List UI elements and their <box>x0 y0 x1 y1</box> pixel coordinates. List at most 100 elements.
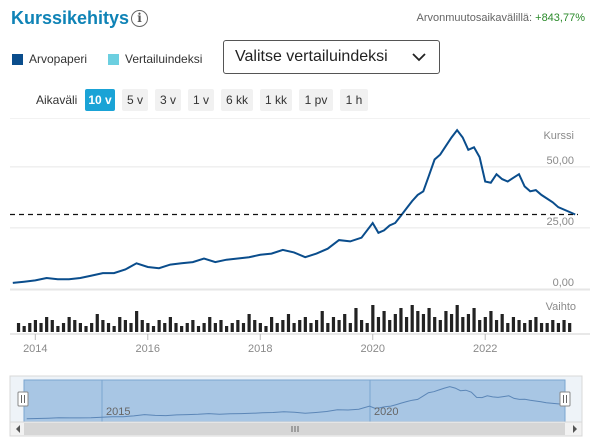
x-tick-label: 2022 <box>473 343 497 355</box>
volume-bar <box>562 320 566 332</box>
volume-bar <box>151 326 156 332</box>
volume-bar <box>191 320 195 332</box>
volume-bar <box>393 314 397 332</box>
volume-bar <box>118 317 122 332</box>
navigator-label: 2020 <box>374 406 398 418</box>
volume-bar <box>483 317 487 332</box>
price-chart: Kurssi Vaihto 0,00 25,00 50,00 2014 2016 2018 20… <box>9 118 590 437</box>
volume-bar <box>545 323 549 332</box>
volume-bar <box>50 320 54 332</box>
volume-bar <box>556 323 561 332</box>
volume-bar <box>523 323 527 332</box>
volume-bar <box>258 323 262 332</box>
volume-bar <box>292 323 296 332</box>
x-tick-label: 2014 <box>23 343 47 355</box>
benchmark-select-value: Valitse vertailuindeksi <box>235 48 388 65</box>
range-option[interactable]: 5 v <box>122 89 148 111</box>
volume-bar <box>196 326 201 332</box>
volume-bar <box>168 317 172 332</box>
volume-bar <box>230 323 234 332</box>
volume-bar <box>461 317 465 332</box>
volume-bar <box>472 308 476 332</box>
legend-label: Arvopaperi <box>29 52 88 66</box>
volume-bar <box>365 323 369 332</box>
volume-bar <box>16 323 21 332</box>
volume-bar <box>180 326 184 332</box>
volume-bar <box>275 323 279 332</box>
range-option[interactable]: 6 kk <box>221 89 253 111</box>
range-option[interactable]: 3 v <box>155 89 181 111</box>
value-change-label: Arvonmuutosaikavälillä: <box>416 12 533 24</box>
volume-bar <box>348 323 352 332</box>
navigator-label: 2015 <box>106 406 130 418</box>
price-axis-title: Kurssi <box>543 130 574 142</box>
volume-bar <box>534 317 538 332</box>
benchmark-select[interactable]: Valitse vertailuindeksi <box>223 40 440 74</box>
volume-bar <box>208 317 212 332</box>
volume-bar <box>202 323 206 332</box>
x-tick-label: 2016 <box>136 343 160 355</box>
volume-bar <box>354 308 358 332</box>
x-tick-label: 2020 <box>360 343 384 355</box>
navigator-handle-right[interactable] <box>559 391 571 407</box>
volume-bar <box>455 305 459 332</box>
volume-bar <box>388 320 392 332</box>
volume-bar <box>123 320 127 332</box>
value-change: Arvonmuutosaikavälillä: +843,77% <box>417 12 585 24</box>
volume-bar <box>56 326 60 332</box>
navigator-handle-left[interactable] <box>17 391 29 407</box>
volume-bar <box>517 320 521 332</box>
volume-bar <box>95 314 99 332</box>
range-option[interactable]: 1 h <box>340 89 368 111</box>
volume-bar <box>101 320 105 332</box>
legend-item-benchmark[interactable]: Vertailuindeksi <box>108 52 202 66</box>
volume-bar <box>45 317 49 332</box>
volume-bar <box>90 323 94 332</box>
volume-bar <box>270 317 274 332</box>
volume-bar <box>438 320 442 332</box>
range-option[interactable]: 1 v <box>188 89 214 111</box>
range-option[interactable]: 1 kk <box>260 89 292 111</box>
volume-bar <box>84 326 88 332</box>
y-tick-label: 0,00 <box>553 277 574 289</box>
range-navigator[interactable]: 2015 2020 <box>9 375 583 437</box>
volume-bar <box>33 320 38 332</box>
range-label: Aikaväli <box>36 93 78 107</box>
volume-bar <box>303 317 307 332</box>
legend-swatch-security <box>12 53 23 65</box>
legend-label: Vertailuindeksi <box>125 52 203 66</box>
volume-bar <box>466 314 471 332</box>
volume-bar <box>241 323 246 332</box>
scroll-right-arrow-icon[interactable] <box>573 425 577 433</box>
volume-bar <box>551 320 555 332</box>
volume-bar <box>236 320 240 332</box>
volume-bar <box>140 320 144 332</box>
volume-bar <box>39 323 43 332</box>
range-option[interactable]: 1 pv <box>299 89 333 111</box>
info-icon[interactable]: i <box>131 10 148 27</box>
volume-bar <box>404 317 409 332</box>
volume-bar <box>112 326 116 332</box>
y-tick-label: 25,00 <box>546 216 574 228</box>
volume-bar <box>433 317 437 332</box>
volume-bar <box>326 323 330 332</box>
volume-bar <box>528 320 532 332</box>
value-change-value: +843,77% <box>535 12 585 24</box>
volume-bar <box>129 323 133 332</box>
volume-bar <box>331 317 336 332</box>
volume-bar <box>382 311 386 332</box>
volume-bar <box>478 320 482 332</box>
legend-item-security[interactable]: Arvopaperi <box>12 52 87 66</box>
volume-bar <box>309 323 313 332</box>
scroll-left-arrow-icon[interactable] <box>16 425 20 433</box>
volume-bar <box>359 320 364 332</box>
volume-bar <box>185 323 189 332</box>
volume-bar <box>264 326 268 332</box>
range-option[interactable]: 10 v <box>85 89 115 111</box>
volume-bar <box>106 323 111 332</box>
volume-bar <box>337 320 341 332</box>
volume-bar <box>247 314 251 332</box>
volume-bar <box>298 320 302 332</box>
volume-bar <box>61 323 66 332</box>
volume-bar <box>399 308 403 332</box>
